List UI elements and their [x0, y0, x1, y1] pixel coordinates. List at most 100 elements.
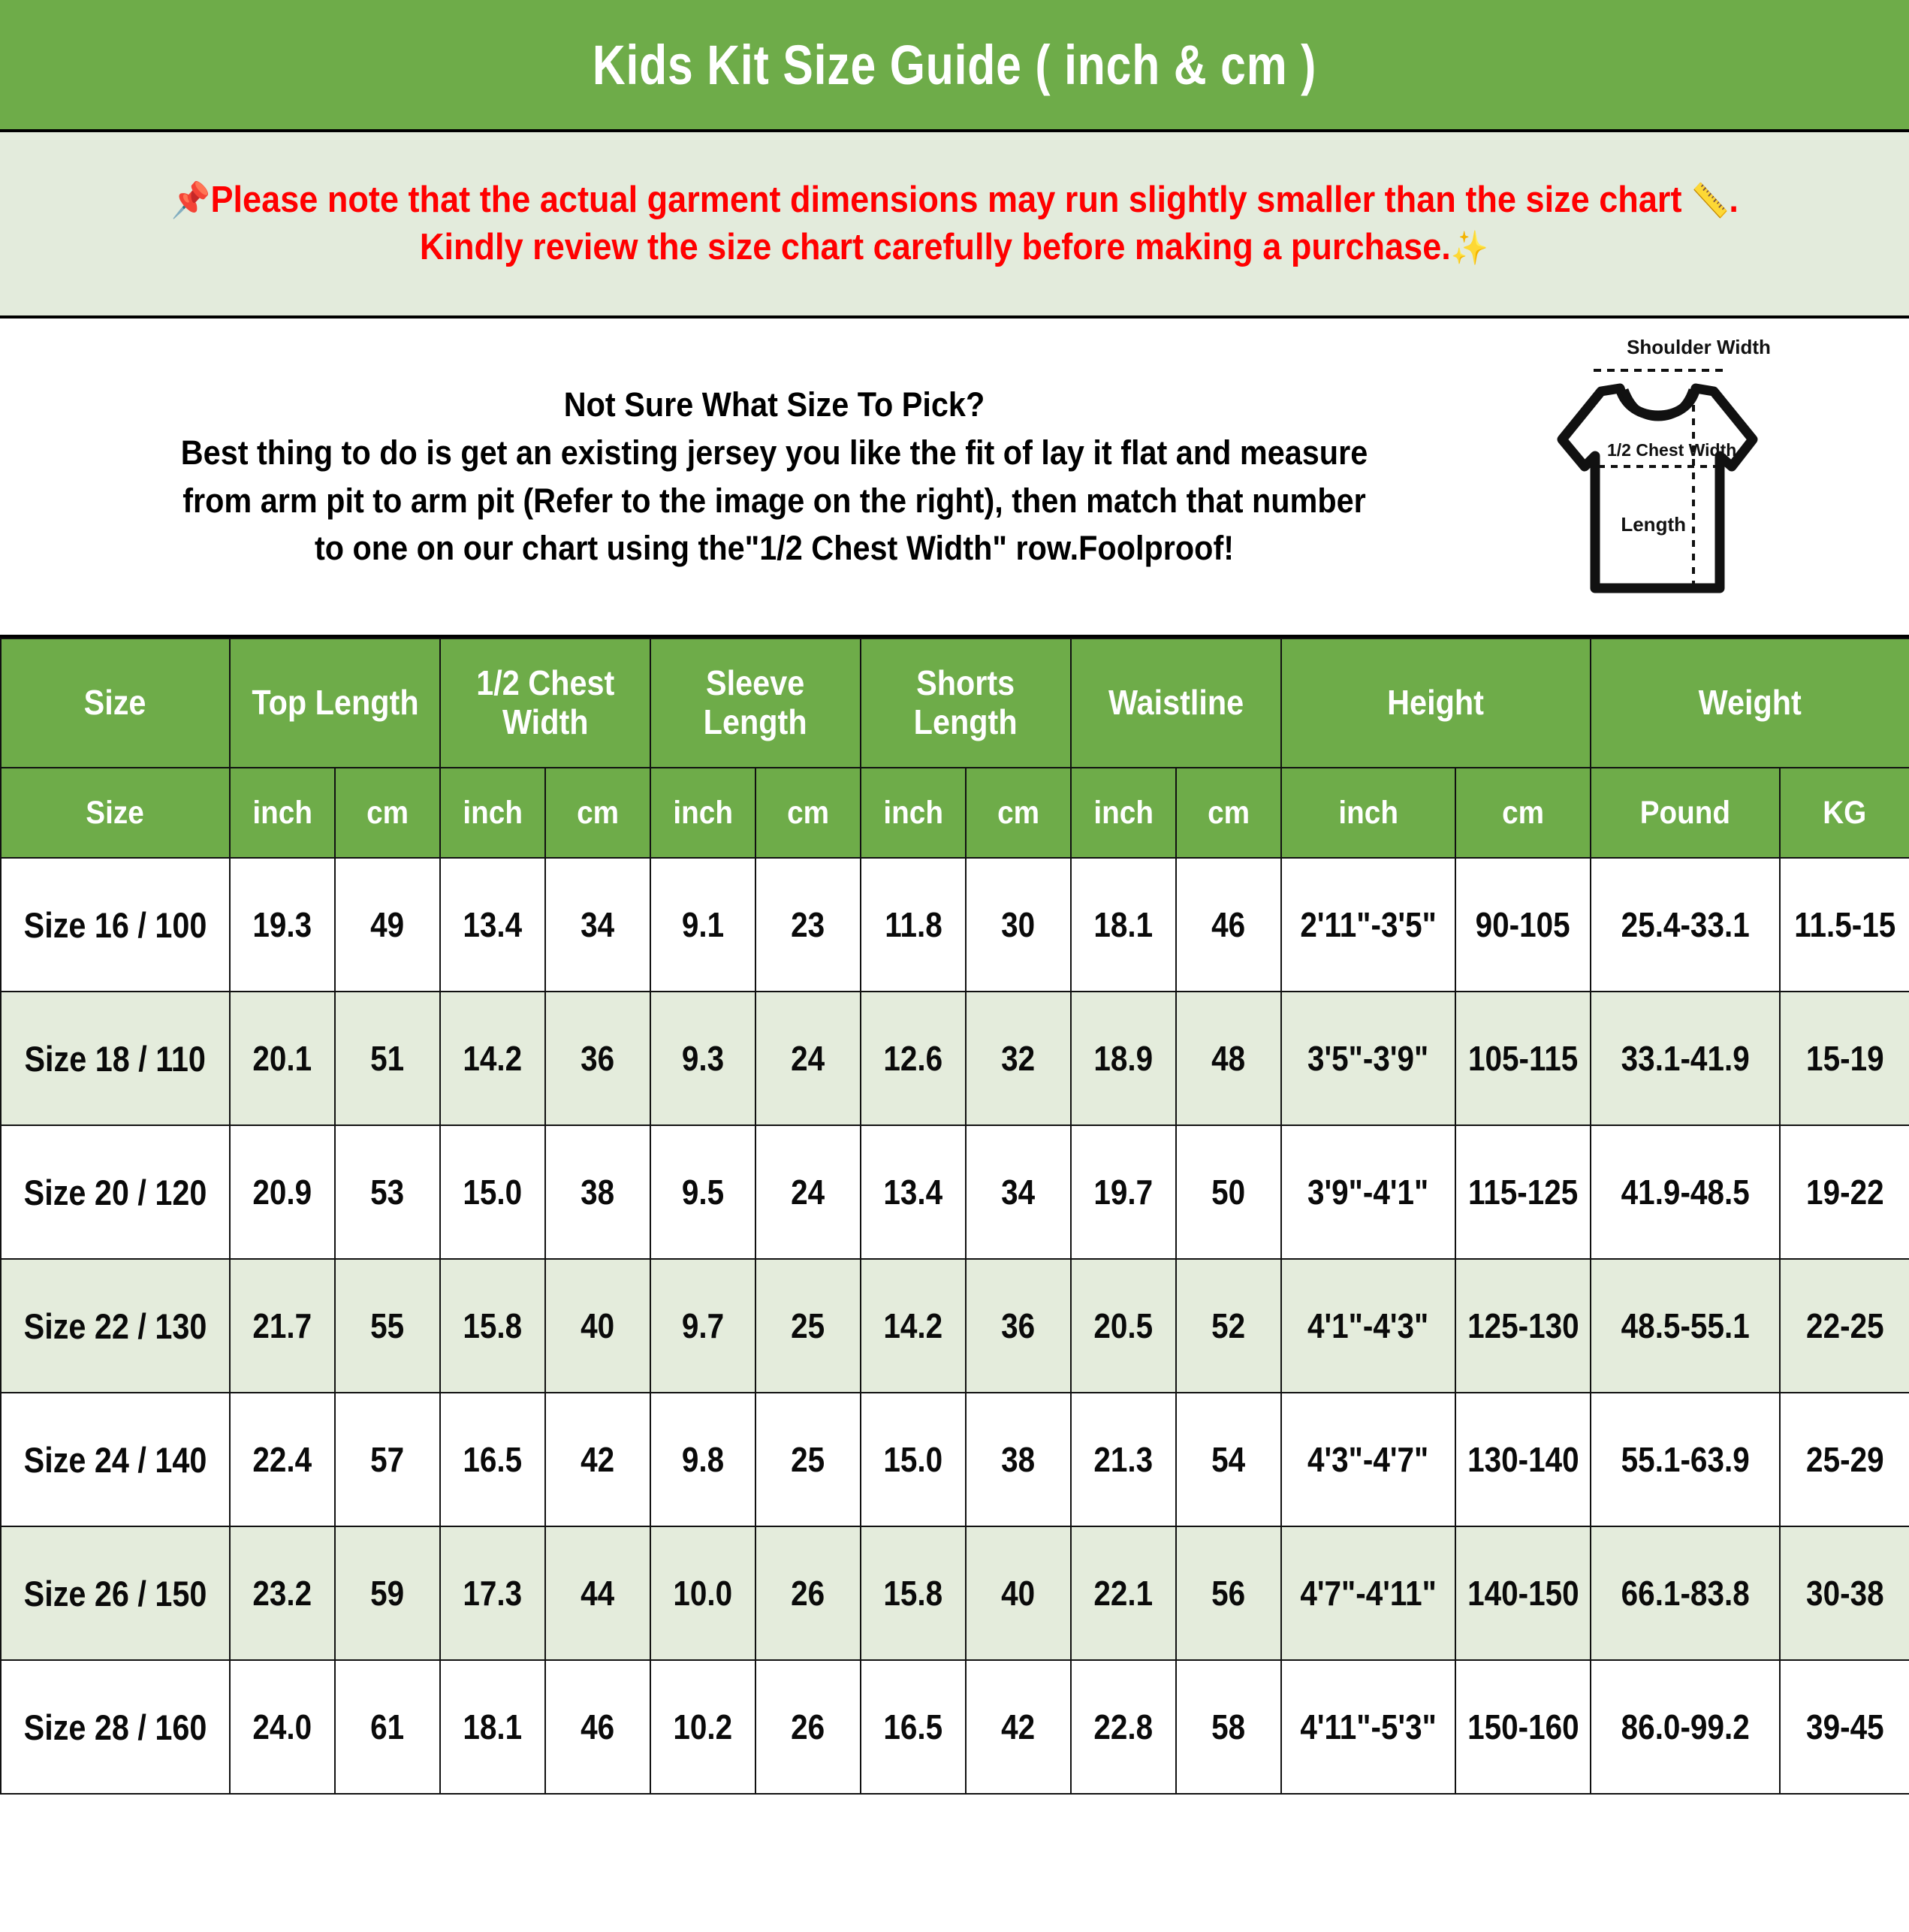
cell-value: 19-22 [1779, 1124, 1909, 1260]
cell-value: 30 [965, 857, 1072, 992]
cell-value: 40 [965, 1526, 1072, 1661]
cell-value: 10.0 [650, 1526, 756, 1661]
cell-value: 9.3 [650, 991, 756, 1126]
group-header-half-chest-width: 1/2 Chest Width [439, 638, 651, 768]
pushpin-icon: 📌 [170, 180, 211, 220]
cell-size: Size 20 / 120 [0, 1124, 231, 1260]
cell-value: 34 [965, 1124, 1072, 1260]
group-header-waistline: Waistline [1070, 638, 1283, 768]
cell-value: 25-29 [1779, 1392, 1909, 1527]
cell-value: 4'7"-4'11" [1280, 1526, 1457, 1661]
cell-value: 24 [754, 1124, 862, 1260]
group-header-row: Size Top Length 1/2 Chest Width Sleeve Len… [0, 638, 1909, 768]
cell-value: 17.3 [439, 1526, 546, 1661]
group-header-weight: Weight [1590, 638, 1909, 768]
cell-value: 58 [1175, 1659, 1283, 1795]
cell-value: 23.2 [229, 1526, 336, 1661]
size-table-zone: Size Top Length 1/2 Chest Width Sleeve Len… [0, 638, 1909, 1932]
unit-header-size: Size [0, 767, 231, 859]
unit-header-row: Size inch cm inch cm inch cm inch cm inc… [0, 767, 1909, 859]
cell-value: 15.0 [860, 1392, 967, 1527]
cell-value: 3'5"-3'9" [1280, 991, 1457, 1126]
table-row: Size 16 / 100 19.3 49 13.4 34 9.1 23 11.8 30 18.1… [0, 857, 1909, 992]
table-row: Size 26 / 150 23.2 59 17.3 44 10.0 26 15.8 40 22.… [0, 1526, 1909, 1661]
unit-header-sleeve-cm: cm [754, 767, 862, 859]
cell-value: 59 [334, 1526, 441, 1661]
intro-heading: Not Sure What Size To Pick? [563, 385, 985, 424]
cell-value: 11.5-15 [1779, 857, 1909, 992]
cell-value: 51 [334, 991, 441, 1126]
cell-value: 21.7 [229, 1258, 336, 1393]
note-line-2-text: Kindly review the size chart carefully b… [420, 227, 1452, 267]
cell-value: 38 [544, 1124, 651, 1260]
cell-value: 20.1 [229, 991, 336, 1126]
note-line-1-tail: . [1729, 180, 1739, 221]
cell-value: 11.8 [860, 857, 967, 992]
cell-size: Size 18 / 110 [0, 991, 231, 1126]
note-line-2: Kindly review the size chart carefully b… [420, 224, 1488, 271]
unit-header-sleeve-inch: inch [650, 767, 756, 859]
intro-line-1: Best thing to do is get an existing jers… [180, 433, 1368, 472]
cell-value: 24.0 [229, 1659, 336, 1795]
length-label: Length [1621, 513, 1686, 536]
table-row: Size 20 / 120 20.9 53 15.0 38 9.5 24 13.4 34 19.7… [0, 1124, 1909, 1260]
cell-value: 9.8 [650, 1392, 756, 1527]
cell-value: 4'11"-5'3" [1280, 1659, 1457, 1795]
cell-value: 22-25 [1779, 1258, 1909, 1393]
cell-value: 15.8 [860, 1526, 967, 1661]
cell-value: 19.7 [1070, 1124, 1178, 1260]
cell-value: 3'9"-4'1" [1280, 1124, 1457, 1260]
cell-value: 24 [754, 991, 862, 1126]
cell-value: 40 [544, 1258, 651, 1393]
cell-value: 22.4 [229, 1392, 336, 1527]
cell-value: 9.5 [650, 1124, 756, 1260]
cell-value: 20.9 [229, 1124, 336, 1260]
table-body: Size 16 / 100 19.3 49 13.4 34 9.1 23 11.8 30 18.1… [0, 857, 1909, 1795]
cell-value: 50 [1175, 1124, 1283, 1260]
note-band: 📌Please note that the actual garment dim… [0, 132, 1909, 318]
cell-value: 15.8 [439, 1258, 546, 1393]
table-row: Size 18 / 110 20.1 51 14.2 36 9.3 24 12.6 32 18.9… [0, 991, 1909, 1126]
table-head: Size Top Length 1/2 Chest Width Sleeve Len… [0, 638, 1909, 859]
cell-value: 130-140 [1455, 1392, 1592, 1527]
cell-value: 55 [334, 1258, 441, 1393]
cell-value: 54 [1175, 1392, 1283, 1527]
cell-value: 12.6 [860, 991, 967, 1126]
table-row: Size 28 / 160 24.0 61 18.1 46 10.2 26 16.5 42 22.… [0, 1659, 1909, 1795]
cell-value: 44 [544, 1526, 651, 1661]
cell-value: 38 [965, 1392, 1072, 1527]
cell-value: 36 [544, 991, 651, 1126]
title-bar: Kids Kit Size Guide ( inch & cm ) [0, 0, 1909, 132]
unit-header-top-length-inch: inch [229, 767, 336, 859]
cell-value: 21.3 [1070, 1392, 1178, 1527]
cell-value: 20.5 [1070, 1258, 1178, 1393]
unit-header-chest-cm: cm [544, 767, 651, 859]
cell-value: 56 [1175, 1526, 1283, 1661]
cell-value: 14.2 [860, 1258, 967, 1393]
cell-value: 52 [1175, 1258, 1283, 1393]
cell-value: 22.8 [1070, 1659, 1178, 1795]
tshirt-collar [1620, 388, 1697, 421]
cell-value: 150-160 [1455, 1659, 1592, 1795]
cell-value: 15-19 [1779, 991, 1909, 1126]
group-header-height: Height [1280, 638, 1592, 768]
cell-value: 22.1 [1070, 1526, 1178, 1661]
cell-value: 48.5-55.1 [1590, 1258, 1781, 1393]
unit-header-weight-kg: KG [1779, 767, 1909, 859]
cell-value: 4'1"-4'3" [1280, 1258, 1457, 1393]
cell-value: 30-38 [1779, 1526, 1909, 1661]
unit-header-chest-inch: inch [439, 767, 546, 859]
cell-size: Size 26 / 150 [0, 1526, 231, 1661]
cell-value: 90-105 [1455, 857, 1592, 992]
note-line-1-text: Please note that the actual garment dime… [210, 180, 1682, 221]
ruler-icon: 📏 [1690, 183, 1730, 220]
intro-line-3: to one on our chart using the"1/2 Chest … [314, 529, 1235, 568]
table-row: Size 24 / 140 22.4 57 16.5 42 9.8 25 15.0 38 21.3… [0, 1392, 1909, 1527]
unit-header-height-cm: cm [1455, 767, 1592, 859]
cell-value: 18.1 [1070, 857, 1178, 992]
unit-header-waist-inch: inch [1070, 767, 1178, 859]
cell-value: 49 [334, 857, 441, 992]
group-header-sleeve-length: Sleeve Length [649, 638, 862, 768]
size-table: Size Top Length 1/2 Chest Width Sleeve Len… [0, 638, 1909, 1795]
cell-value: 34 [544, 857, 651, 992]
